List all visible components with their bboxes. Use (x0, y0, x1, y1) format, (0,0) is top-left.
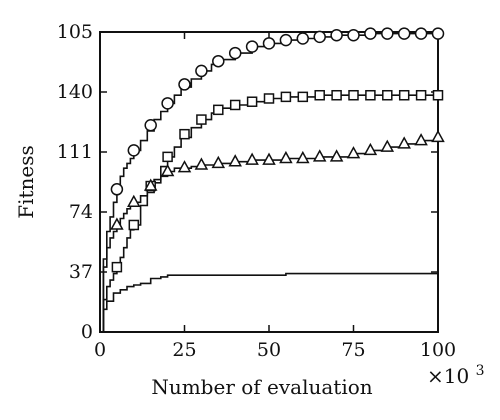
data-point-square (415, 89, 427, 101)
y-tick-label: 111 (57, 141, 93, 163)
data-point-square (229, 99, 241, 111)
data-point-circle (228, 46, 242, 60)
data-point-circle (178, 78, 191, 91)
data-point-triangle (414, 133, 428, 146)
data-point-circle (195, 64, 208, 78)
data-point-square (179, 128, 190, 140)
data-point-circle (364, 27, 377, 40)
data-point-triangle (312, 149, 327, 162)
data-point-triangle (380, 139, 395, 152)
data-point-square (331, 89, 342, 101)
series-line-none (100, 272, 438, 333)
data-point-square (314, 89, 325, 101)
data-point-square (196, 114, 207, 125)
data-point-circle (144, 118, 157, 132)
data-point-triangle (110, 217, 124, 230)
y-tick-label: 140 (57, 81, 93, 103)
x-axis-ticks: 0 25 50 75 100 (94, 32, 456, 361)
series-line-triangle (100, 137, 439, 333)
data-point-circle (330, 28, 343, 42)
data-point-circle (262, 37, 276, 50)
data-point-circle (313, 30, 326, 44)
data-point-circle (279, 33, 293, 47)
y-tick-label: 37 (69, 261, 93, 283)
x-axis-multiplier: ×10 3 (427, 363, 485, 388)
x-axis-multiplier-base: ×10 (427, 364, 469, 388)
data-point-circle (296, 32, 310, 45)
x-axis-title: Number of evaluation (151, 375, 372, 399)
y-tick-label: 105 (57, 21, 93, 43)
data-point-square (398, 89, 410, 101)
data-point-square (382, 89, 393, 101)
data-point-triangle (127, 194, 141, 208)
data-point-circle (245, 40, 259, 53)
data-point-triangle (211, 155, 226, 169)
y-tick-label: 74 (69, 201, 93, 223)
x-axis-multiplier-exponent: 3 (476, 363, 485, 379)
data-point-triangle (228, 154, 242, 167)
data-point-circle (347, 28, 360, 42)
x-tick-label: 75 (341, 339, 365, 361)
x-tick-label: 25 (172, 339, 196, 361)
data-point-triangle (346, 146, 361, 159)
data-point-square (128, 219, 140, 231)
data-point-square (111, 261, 123, 273)
data-point-square (365, 89, 376, 101)
data-point-square (213, 104, 224, 116)
data-point-triangle (177, 160, 192, 173)
data-point-square (246, 96, 258, 107)
data-point-triangle (245, 152, 259, 165)
data-point-circle (161, 97, 174, 110)
data-point-circle (212, 54, 225, 68)
data-point-square (348, 89, 359, 101)
x-tick-label: 0 (94, 339, 106, 361)
data-point-square (280, 91, 292, 103)
x-tick-label: 50 (257, 339, 281, 361)
x-tick-label: 100 (420, 339, 456, 361)
data-point-triangle (279, 150, 293, 164)
data-point-triangle (194, 157, 209, 170)
data-point-circle (414, 27, 428, 40)
data-point-triangle (397, 136, 411, 149)
data-point-triangle (431, 129, 445, 143)
data-point-triangle (160, 163, 175, 177)
data-point-circle (431, 27, 445, 40)
marker-layer (110, 27, 445, 273)
data-point-square (162, 151, 173, 163)
data-point-square (432, 89, 444, 101)
data-point-triangle (329, 149, 344, 162)
data-point-triangle (363, 142, 378, 156)
y-axis-ticks: 0 37 74 111 140 105 (57, 21, 438, 343)
y-tick-label: 0 (81, 321, 93, 343)
y-axis-title: Fitness (14, 145, 38, 219)
data-point-circle (110, 183, 124, 196)
data-point-triangle (143, 178, 158, 191)
data-point-circle (381, 27, 394, 40)
data-point-square (263, 93, 275, 104)
data-point-circle (397, 27, 411, 40)
data-point-triangle (296, 150, 310, 164)
data-point-circle (127, 144, 141, 157)
data-point-square (297, 91, 309, 103)
data-point-triangle (262, 152, 276, 165)
